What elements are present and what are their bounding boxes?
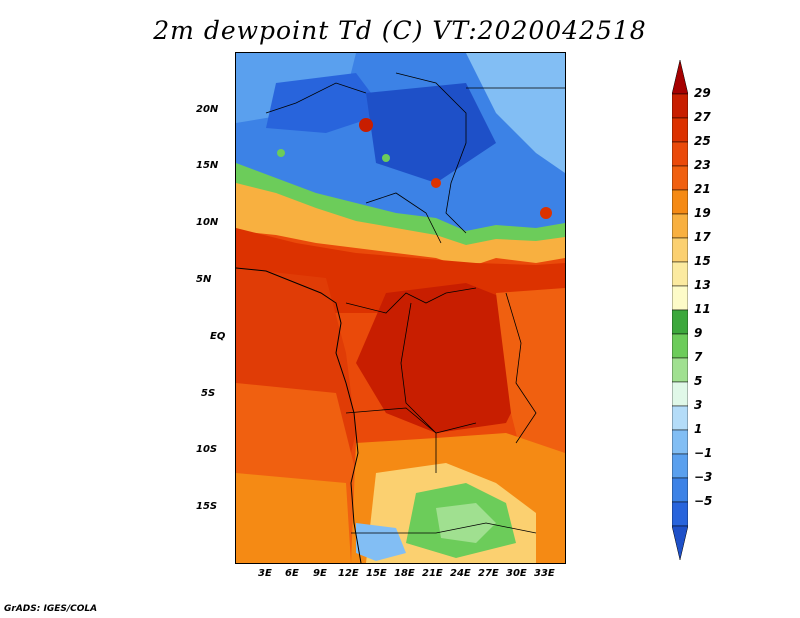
color-bar-swatch <box>672 357 688 383</box>
color-bar-swatch <box>672 405 688 431</box>
dewpoint-map <box>235 52 566 564</box>
color-bar-swatch <box>672 165 688 191</box>
color-bar-swatch <box>672 237 688 263</box>
color-bar-label: 17 <box>694 230 711 244</box>
lat-label-15s: 15S <box>196 501 218 512</box>
color-bar-swatch <box>672 93 688 119</box>
color-bar-label: 21 <box>694 182 711 196</box>
color-bar-label: 9 <box>694 326 703 340</box>
lon-label-12e: 12E <box>338 568 359 579</box>
lat-label-5n: 5N <box>196 274 212 285</box>
grads-credit: GrADS: IGES/COLA <box>4 604 98 614</box>
lon-label-18e: 18E <box>394 568 415 579</box>
lon-label-33e: 33E <box>534 568 555 579</box>
color-bar-label: −1 <box>694 446 713 460</box>
lat-label-15n: 15N <box>196 160 219 171</box>
color-bar-swatch <box>672 285 688 311</box>
color-bar-label: 3 <box>694 398 703 412</box>
color-bar-label: 1 <box>694 422 703 436</box>
lat-label-eq: EQ <box>210 331 226 342</box>
color-bar-swatch <box>672 453 688 479</box>
color-bar-label: −3 <box>694 470 713 484</box>
color-bar-swatch <box>672 141 688 167</box>
lat-label-5s: 5S <box>201 388 216 399</box>
lon-label-9e: 9E <box>313 568 327 579</box>
lon-label-3e: 3E <box>258 568 272 579</box>
lat-label-10n: 10N <box>196 217 219 228</box>
color-bar-swatch <box>672 333 688 359</box>
color-bar-swatch <box>672 429 688 455</box>
map-field <box>236 53 565 563</box>
lon-label-6e: 6E <box>285 568 299 579</box>
color-bar-swatch <box>672 60 688 95</box>
color-bar-swatch <box>672 381 688 407</box>
lon-label-21e: 21E <box>422 568 443 579</box>
lat-label-10s: 10S <box>196 444 218 455</box>
color-bar-swatch <box>672 525 688 560</box>
color-bar-label: 25 <box>694 134 711 148</box>
color-bar-swatch <box>672 189 688 215</box>
color-bar-swatch <box>672 261 688 287</box>
lon-label-24e: 24E <box>450 568 471 579</box>
color-bar <box>672 60 688 560</box>
color-bar-swatch <box>672 309 688 335</box>
color-bar-label: 7 <box>694 350 703 364</box>
lon-label-15e: 15E <box>366 568 387 579</box>
color-bar-swatch <box>672 117 688 143</box>
color-bar-label: 15 <box>694 254 711 268</box>
color-bar-label: −5 <box>694 494 713 508</box>
lat-label-20n: 20N <box>196 104 219 115</box>
color-bar-label: 19 <box>694 206 711 220</box>
color-bar-label: 11 <box>694 302 711 316</box>
color-bar-label: 5 <box>694 374 703 388</box>
color-bar-swatch <box>672 501 688 527</box>
color-bar-label: 13 <box>694 278 711 292</box>
lon-label-30e: 30E <box>506 568 527 579</box>
color-bar-swatch <box>672 213 688 239</box>
map-title: 2m dewpoint Td (C) VT:2020042518 <box>153 16 647 45</box>
color-bar-label: 23 <box>694 158 711 172</box>
color-bar-label: 29 <box>694 86 711 100</box>
color-bar-label: 27 <box>694 110 711 124</box>
lon-label-27e: 27E <box>478 568 499 579</box>
color-bar-swatch <box>672 477 688 503</box>
